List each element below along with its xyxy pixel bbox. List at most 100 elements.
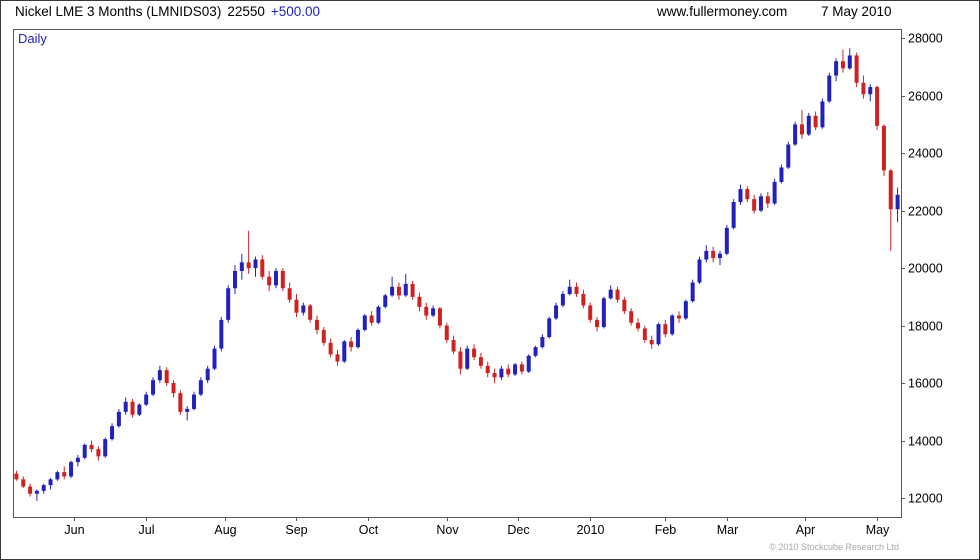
candle-body [123,401,128,412]
candle-body [827,75,832,102]
candle-body [506,368,511,375]
candle-body [574,286,579,294]
candle-body [198,380,203,395]
candle [383,293,388,309]
candle [171,380,176,398]
candle [403,273,408,297]
candle [62,466,67,480]
candle-body [239,262,244,271]
candle-body [151,380,156,395]
candle [89,440,94,453]
candle [636,318,641,332]
candle [465,345,470,371]
candle [349,337,354,352]
candle [745,186,750,203]
candle [547,316,552,339]
candle [485,361,490,378]
candle-body [424,306,429,316]
candle-body [615,289,620,300]
candle-body [110,426,115,440]
candle [642,325,647,343]
candle-body [369,315,374,323]
candle-body [75,457,80,463]
candle-body [226,288,231,320]
candle-body [185,408,190,412]
y-axis-label: 12000 [908,492,943,506]
candle [677,311,681,323]
candle-body [465,348,470,369]
candle-body [260,259,265,277]
candle [588,302,593,323]
candle-body [724,227,729,254]
candle-body [171,383,176,394]
candle [513,362,518,376]
candle [41,483,46,494]
candle-body [622,299,627,312]
candle [321,327,326,346]
y-axis-label: 26000 [908,90,943,104]
candle [267,270,272,292]
candle-body [273,270,278,286]
candle [314,315,319,335]
candle-body [820,101,825,128]
candle-body [410,283,415,297]
candle [711,246,716,263]
candle [697,256,702,284]
candle-body [41,485,46,491]
candle [526,354,531,374]
candle-body [328,342,333,355]
candle [34,489,39,501]
y-axis-label: 28000 [908,32,943,46]
candle [820,98,825,129]
candle [137,403,142,417]
candle [246,230,251,274]
candle-body [554,305,559,319]
candle-body [178,393,183,412]
candle-body [540,337,545,348]
candle [779,164,784,184]
candle-body [437,308,442,326]
candle-body [649,339,654,345]
candle-body [14,473,19,480]
y-axis-label: 20000 [908,262,943,276]
candle [540,334,545,349]
candle [704,245,709,263]
candle [369,311,374,326]
candle-body [355,329,360,348]
candle [847,48,852,70]
candle-body [683,301,688,319]
candle-body [772,181,777,204]
candle [881,124,886,177]
website-text: www.fullermoney.com [657,4,788,19]
candle-body [670,315,675,335]
candle-body [390,286,395,296]
candle-body [294,299,299,313]
candle-body [157,370,162,381]
candle [670,314,675,336]
candle [294,293,299,317]
candle-body [875,87,880,126]
candle [895,187,900,223]
x-axis-label: Oct [359,523,379,537]
candle-body [861,82,866,95]
candle-body [478,357,483,366]
candle-body [280,270,285,289]
candle [868,84,873,102]
candle [69,460,74,478]
candle-body [745,189,750,200]
candle [48,477,53,490]
candle-body [301,305,306,313]
candle [21,476,26,488]
candle [690,279,695,303]
candle-body [642,328,647,340]
candle-body [567,286,572,294]
candle-body [308,305,313,320]
candle-body [731,202,736,228]
candle-body [499,368,504,378]
candle-body [704,250,709,260]
candle [75,454,80,467]
candle [308,304,313,323]
candle-body [806,115,811,135]
candle-body [48,479,53,486]
